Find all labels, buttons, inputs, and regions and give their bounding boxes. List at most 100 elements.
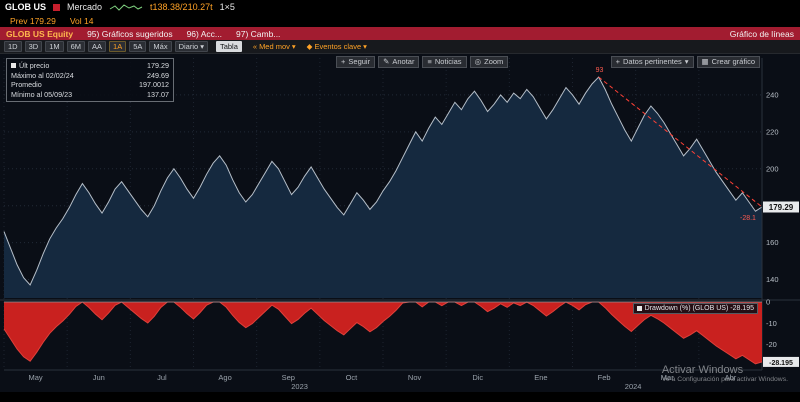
month-label: Feb [598, 373, 611, 382]
ticker-symbol[interactable]: GLOB US [5, 2, 47, 12]
drawdown-area [4, 302, 762, 364]
zoom-label: Zoom [484, 57, 504, 66]
chevron-down-icon: ▾ [200, 42, 204, 51]
month-label: Oct [346, 373, 359, 382]
relevant-data-label: Datos pertinentes [622, 57, 682, 66]
frequency-dropdown[interactable]: Diario ▾ [174, 41, 208, 52]
grid-icon: ▦ [701, 57, 709, 66]
table-button[interactable]: Tabla [215, 41, 242, 52]
legend-label: Mínimo al 05/09/23 [11, 89, 73, 99]
trend-change-label: -28.1 [740, 215, 756, 222]
legend-row-min: Mínimo al 05/09/23 137.07 [11, 90, 169, 100]
period-button-max[interactable]: Máx [149, 41, 172, 52]
chevron-down-icon: ▾ [684, 57, 689, 66]
moving-average-link[interactable]: « Med mov ▾ [253, 42, 296, 51]
chart-float-toolbar: + Seguir ✎ Anotar ≡ Noticias ◎ Zoom [336, 56, 509, 68]
lot-size: 1×5 [219, 2, 235, 12]
month-label: Abr [725, 373, 737, 382]
period-button-5y[interactable]: 5A [129, 41, 147, 52]
chart-float-toolbar-right: + Datos pertinentes ▾ ▦ Crear gráfico [610, 56, 760, 68]
angle-icon: « [252, 42, 258, 51]
series-marker-icon [11, 63, 16, 68]
month-label: Ago [218, 373, 231, 382]
price-axis-label: 240 [766, 90, 779, 99]
chevron-down-icon: ▾ [291, 42, 296, 51]
market-status-label[interactable]: Mercado [67, 2, 103, 12]
follow-button[interactable]: + Seguir [336, 56, 376, 68]
month-label: May [28, 373, 42, 382]
chart-region: 14016018020022024093-28.10-10-20179.29-2… [0, 54, 800, 402]
annotate-label: Anotar [392, 57, 415, 66]
news-button[interactable]: ≡ Noticias [422, 56, 467, 68]
year-label: 2023 [291, 382, 308, 391]
legend-row-average: Promedio 197.0012 [11, 80, 169, 90]
frequency-value: Diario [178, 42, 199, 51]
period-button-6m[interactable]: 6M [66, 41, 86, 52]
month-label: Jul [157, 373, 167, 382]
footer-bar [0, 392, 800, 402]
legend-value: 197.0012 [139, 80, 169, 89]
last-price-badge: 179.29 [769, 203, 794, 212]
price-axis-label: 220 [766, 127, 779, 136]
moving-average-label: Med mov [259, 42, 290, 51]
drawdown-marker-icon [636, 306, 642, 311]
sparkline-icon [109, 3, 143, 11]
windows-watermark: Activar Windows Ve a Configuración para … [662, 364, 788, 383]
prev-close-value: Prev 179.29 [10, 15, 56, 26]
relevant-data-button[interactable]: + Datos pertinentes ▾ [610, 56, 694, 68]
legend-value: 249.69 [147, 70, 169, 80]
diamond-icon: ◆ [306, 42, 313, 51]
security-name[interactable]: GLOB US Equity [6, 28, 74, 39]
price-axis-label: 200 [766, 164, 779, 173]
month-label: Sep [282, 373, 295, 382]
month-label: Ene [534, 373, 547, 382]
zoom-icon: ◎ [474, 57, 482, 66]
create-chart-button[interactable]: ▦ Crear gráfico [696, 56, 760, 68]
price-flag-icon [53, 3, 61, 11]
drawdown-line [3, 301, 763, 365]
key-events-link[interactable]: ◆ Eventos clave ▾ [307, 42, 367, 51]
year-label: 2024 [625, 382, 642, 391]
pencil-icon: ✎ [383, 57, 390, 66]
month-label: Jun [93, 373, 105, 382]
menu-item-suggested-charts[interactable]: 95) Gráficos sugeridos [87, 28, 173, 39]
follow-icon: + [341, 57, 346, 66]
prev-vol-line: Prev 179.29 Vol 14 [0, 14, 800, 27]
price-axis-label: 160 [766, 238, 779, 247]
menu-item-change[interactable]: 97) Camb... [236, 28, 281, 39]
last-price-badge-bg [763, 201, 799, 213]
legend-value: 137.07 [147, 89, 169, 99]
drawdown-legend: Drawdown (%) (GLOB US) -28.195 [632, 303, 758, 314]
bid-ask-quote: t138.38/210.27t [150, 2, 213, 12]
legend-row-last: Últ precio 179.29 [11, 61, 169, 71]
news-label: Noticias [434, 57, 462, 66]
follow-label: Seguir [348, 57, 371, 66]
drawdown-axis-label: -20 [766, 340, 777, 349]
function-menu-bar: GLOB US Equity 95) Gráficos sugeridos 96… [0, 27, 800, 40]
month-label: Dic [472, 373, 483, 382]
drawdown-axis-label: -10 [766, 319, 777, 328]
price-area [4, 77, 762, 298]
price-line [3, 76, 763, 286]
menu-item-actions[interactable]: 96) Acc... [186, 28, 223, 39]
period-button-ytd[interactable]: AA [88, 41, 107, 52]
price-chart[interactable]: 14016018020022024093-28.10-10-20179.29-2… [0, 54, 800, 402]
watermark-line2: Ve a Configuración para activar Windows. [661, 376, 788, 383]
volume-value: Vol 14 [69, 15, 94, 26]
annotate-button[interactable]: ✎ Anotar [378, 56, 420, 68]
zoom-button[interactable]: ◎ Zoom [469, 56, 509, 68]
period-button-3d[interactable]: 3D [24, 41, 43, 52]
top-bar: GLOB US Mercado t138.38/210.27t 1×5 Prev… [0, 0, 800, 27]
period-button-1y[interactable]: 1A [109, 41, 127, 52]
watermark-line1: Activar Windows [661, 364, 744, 376]
drawdown-axis-label: 0 [766, 298, 770, 307]
create-chart-label: Crear gráfico [711, 57, 755, 66]
drawdown-badge-bg [763, 356, 799, 367]
drawdown-legend-text: Drawdown (%) (GLOB US) -28.195 [644, 305, 754, 312]
legend-value: 179.29 [147, 61, 169, 70]
period-button-1d[interactable]: 1D [4, 41, 22, 52]
period-button-1m[interactable]: 1M [45, 41, 64, 52]
function-title: Gráfico de líneas [729, 28, 794, 39]
month-label: Nov [408, 373, 422, 382]
